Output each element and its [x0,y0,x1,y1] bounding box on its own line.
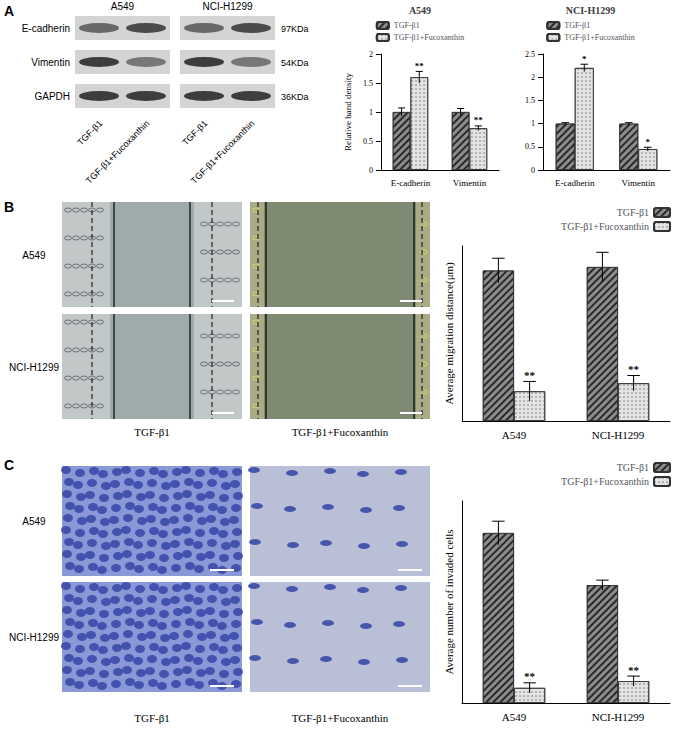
svg-text:1: 1 [369,108,373,117]
svg-text:Vimentin: Vimentin [453,178,487,188]
svg-text:A549: A549 [502,429,527,441]
svg-text:TGF-β1: TGF-β1 [134,712,170,724]
svg-text:**: ** [524,369,536,381]
svg-text:A549: A549 [111,1,135,12]
svg-text:NCI-H1299: NCI-H1299 [9,362,59,373]
svg-text:*: * [646,137,651,147]
svg-text:TGF-β1+Fucoxanthin: TGF-β1+Fucoxanthin [292,426,389,438]
svg-text:A549: A549 [22,250,46,261]
svg-text:TGF-β1+Fucoxanthin: TGF-β1+Fucoxanthin [292,712,389,724]
svg-text:TGF-β1: TGF-β1 [180,118,209,147]
svg-text:97KDa: 97KDa [281,24,309,34]
svg-text:E-cadherin: E-cadherin [391,178,431,188]
svg-text:TGF-β1+Fucoxanthin: TGF-β1+Fucoxanthin [561,476,649,487]
svg-text:A549: A549 [22,516,46,527]
svg-text:NCI-H1299: NCI-H1299 [592,711,645,723]
svg-text:E-cadherin: E-cadherin [22,23,70,34]
svg-text:Vimentin: Vimentin [622,178,656,188]
svg-text:54KDa: 54KDa [281,58,309,68]
svg-text:TGF-β1+Fucoxanthin: TGF-β1+Fucoxanthin [394,33,464,42]
svg-text:**: ** [474,115,484,125]
svg-text:TGF-β1+Fucoxanthin: TGF-β1+Fucoxanthin [564,33,634,42]
svg-text:1: 1 [531,119,535,128]
svg-text:TGF-β1: TGF-β1 [564,21,590,30]
svg-text:0.5: 0.5 [363,137,373,146]
svg-text:1.5: 1.5 [525,96,535,105]
svg-text:TGF-β1+Fucoxanthin: TGF-β1+Fucoxanthin [561,221,649,232]
svg-text:NCI-H1299: NCI-H1299 [202,1,252,12]
svg-text:TGF-β1: TGF-β1 [134,426,170,438]
svg-text:0: 0 [531,166,535,175]
svg-text:Vimentin: Vimentin [31,57,70,68]
svg-text:A549: A549 [502,711,527,723]
svg-text:B: B [4,199,14,215]
svg-text:GAPDH: GAPDH [34,91,70,102]
svg-text:A549: A549 [409,5,431,16]
svg-text:NCI-H1299: NCI-H1299 [566,5,615,16]
svg-text:0: 0 [369,166,373,175]
svg-text:**: ** [524,670,536,682]
svg-text:2: 2 [531,73,535,82]
svg-text:**: ** [628,664,640,676]
svg-text:TGF-β1: TGF-β1 [617,462,649,473]
svg-text:A: A [4,3,14,19]
svg-text:NCI-H1299: NCI-H1299 [9,632,59,643]
svg-text:**: ** [415,61,425,71]
svg-text:Average migration distance(μm): Average migration distance(μm) [443,262,456,405]
svg-text:*: * [582,54,587,64]
svg-text:36KDa: 36KDa [281,92,309,102]
svg-text:**: ** [628,363,640,375]
svg-text:NCI-H1299: NCI-H1299 [592,429,645,441]
svg-text:C: C [4,457,14,473]
svg-text:TGF-β1: TGF-β1 [394,21,420,30]
svg-text:1.5: 1.5 [363,79,373,88]
svg-text:2: 2 [369,50,373,59]
svg-text:0.5: 0.5 [525,142,535,151]
svg-text:E-cadherin: E-cadherin [555,178,595,188]
svg-text:TGF-β1+Fucoxanthin: TGF-β1+Fucoxanthin [84,118,152,186]
svg-text:TGF-β1: TGF-β1 [75,118,104,147]
svg-text:TGF-β1: TGF-β1 [617,207,649,218]
svg-text:Average number of invaded cell: Average number of invaded cells [443,529,455,674]
svg-text:Relative band density: Relative band density [343,73,353,151]
svg-text:TGF-β1+Fucoxanthin: TGF-β1+Fucoxanthin [189,118,257,186]
svg-text:2.5: 2.5 [525,50,535,59]
